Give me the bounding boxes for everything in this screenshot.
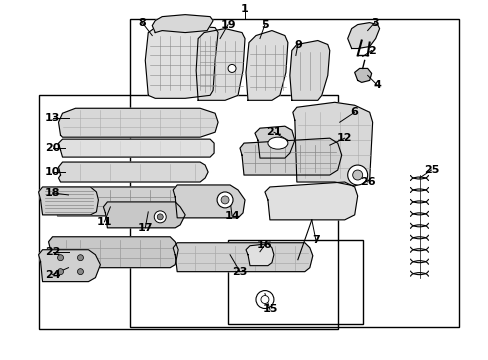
- Circle shape: [58, 255, 63, 261]
- Circle shape: [77, 255, 83, 261]
- Polygon shape: [39, 250, 100, 282]
- Circle shape: [154, 211, 166, 223]
- Polygon shape: [196, 28, 244, 100]
- Text: 3: 3: [370, 18, 378, 28]
- Polygon shape: [292, 102, 372, 186]
- Text: 6: 6: [350, 107, 358, 117]
- Text: 10: 10: [45, 167, 60, 177]
- Text: 18: 18: [45, 188, 60, 198]
- Bar: [130, 19, 458, 328]
- Circle shape: [157, 214, 163, 220]
- Polygon shape: [254, 126, 294, 158]
- Ellipse shape: [267, 137, 287, 149]
- Text: 15: 15: [262, 305, 277, 315]
- Text: 1: 1: [241, 4, 248, 14]
- Polygon shape: [48, 237, 178, 268]
- Polygon shape: [354, 68, 371, 82]
- Text: 16: 16: [257, 240, 272, 250]
- Text: 17: 17: [137, 223, 153, 233]
- Bar: [39, 95, 337, 329]
- Circle shape: [221, 196, 228, 204]
- Text: 8: 8: [138, 18, 146, 28]
- Polygon shape: [245, 31, 287, 100]
- Circle shape: [255, 291, 273, 309]
- Circle shape: [58, 269, 63, 275]
- Text: 20: 20: [45, 143, 60, 153]
- Text: 5: 5: [261, 19, 268, 30]
- Text: 11: 11: [97, 217, 112, 227]
- Text: 24: 24: [44, 270, 60, 280]
- Circle shape: [227, 64, 236, 72]
- Circle shape: [352, 170, 362, 180]
- Circle shape: [217, 192, 233, 208]
- Text: 9: 9: [293, 40, 301, 50]
- Polygon shape: [245, 244, 273, 266]
- Text: 12: 12: [336, 133, 352, 143]
- Circle shape: [77, 269, 83, 275]
- Polygon shape: [39, 187, 98, 215]
- Polygon shape: [173, 185, 244, 218]
- Polygon shape: [264, 182, 357, 220]
- Text: 25: 25: [423, 165, 438, 175]
- Text: 22: 22: [45, 247, 60, 257]
- Circle shape: [347, 165, 367, 185]
- Text: 23: 23: [232, 267, 247, 276]
- Text: 26: 26: [359, 177, 375, 187]
- Text: 14: 14: [224, 211, 239, 221]
- Polygon shape: [347, 23, 379, 49]
- Text: 4: 4: [373, 80, 381, 90]
- Text: 19: 19: [220, 19, 235, 30]
- Circle shape: [261, 296, 268, 303]
- Text: 7: 7: [311, 235, 319, 245]
- Polygon shape: [59, 162, 208, 182]
- Polygon shape: [145, 26, 218, 98]
- Polygon shape: [53, 187, 224, 216]
- Text: 21: 21: [265, 127, 281, 137]
- Polygon shape: [152, 15, 213, 32]
- Text: 13: 13: [45, 113, 60, 123]
- Polygon shape: [103, 202, 185, 228]
- Text: 2: 2: [367, 45, 375, 55]
- Polygon shape: [173, 243, 312, 272]
- Polygon shape: [289, 41, 329, 100]
- Polygon shape: [240, 138, 341, 175]
- Polygon shape: [59, 139, 214, 157]
- Polygon shape: [59, 108, 218, 137]
- Bar: [227, 240, 362, 324]
